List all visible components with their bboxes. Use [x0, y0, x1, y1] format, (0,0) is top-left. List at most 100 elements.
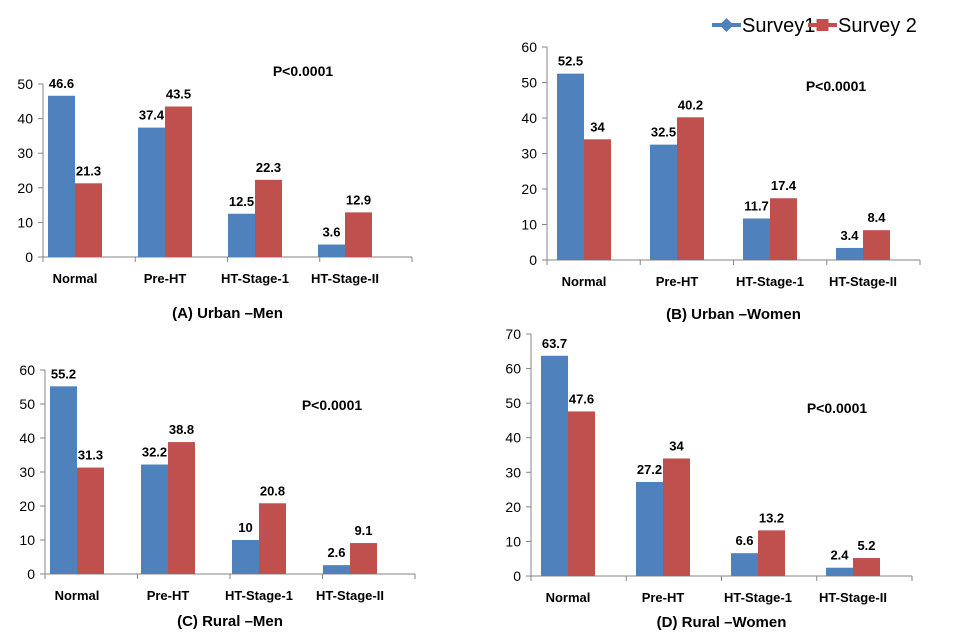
- x-category-label: Normal: [546, 590, 591, 605]
- x-category-label: Normal: [53, 271, 98, 286]
- panel-title: (B) Urban –Women: [666, 306, 801, 323]
- y-tick-label: 40: [17, 111, 33, 127]
- bar-survey-2-ht-stage-1: [770, 198, 797, 260]
- data-label-survey-2-normal: 21.3: [76, 163, 101, 178]
- data-label-survey-2-pre-ht: 38.8: [169, 422, 194, 437]
- data-label-survey-2-ht-stage-ii: 9.1: [354, 523, 372, 538]
- data-label-survey1-pre-ht: 32.2: [142, 445, 167, 460]
- bar-survey1-normal: [50, 386, 77, 574]
- y-tick-label: 40: [505, 430, 521, 446]
- bar-survey1-ht-stage-ii: [318, 244, 345, 257]
- data-label-survey-2-ht-stage-ii: 12.9: [346, 192, 371, 207]
- p-value-annotation: P<0.0001: [807, 400, 868, 416]
- bar-survey-2-normal: [584, 139, 611, 260]
- y-tick-label: 50: [19, 396, 35, 412]
- y-tick-label: 30: [17, 145, 33, 161]
- bar-survey1-pre-ht: [650, 144, 677, 260]
- bar-survey-2-pre-ht: [168, 442, 195, 574]
- bar-survey-2-ht-stage-ii: [350, 543, 377, 574]
- x-category-label: Normal: [55, 588, 100, 603]
- data-label-survey1-ht-stage-ii: 3.6: [322, 225, 340, 240]
- bar-survey1-ht-stage-1: [743, 218, 770, 260]
- bar-survey1-normal: [48, 95, 75, 257]
- x-category-label: HT-Stage-II: [829, 274, 897, 289]
- p-value-annotation: P<0.0001: [302, 397, 363, 413]
- panel-rural-women: 0 10 20 30 40 50 60 70 63.7 47.6 Normal 27.2 34 Pre-H…: [505, 326, 913, 631]
- data-label-survey1-pre-ht: 37.4: [139, 108, 165, 123]
- y-tick-label: 0: [25, 249, 33, 265]
- bar-survey1-ht-stage-1: [232, 540, 259, 574]
- bar-survey1-normal: [541, 355, 568, 576]
- legend-label-survey-2: Survey 2: [838, 15, 917, 37]
- y-tick-label: 20: [19, 498, 35, 514]
- legend-label-survey1: Survey1: [742, 15, 815, 37]
- data-label-survey1-pre-ht: 32.5: [651, 125, 676, 140]
- x-category-label: Normal: [562, 274, 607, 289]
- bar-survey-2-pre-ht: [165, 106, 192, 258]
- bar-survey-2-pre-ht: [663, 458, 690, 576]
- data-label-survey1-normal: 55.2: [51, 366, 76, 381]
- bar-survey1-normal: [557, 73, 584, 260]
- y-tick-label: 10: [17, 214, 33, 230]
- x-category-label: Pre-HT: [656, 274, 699, 289]
- y-tick-label: 30: [505, 464, 521, 480]
- panel-title: (D) Rural –Women: [657, 614, 787, 631]
- data-label-survey-2-normal: 47.6: [569, 391, 594, 406]
- bar-survey-2-ht-stage-ii: [345, 212, 372, 257]
- panel-urban-men: 0 10 20 30 40 50 46.6 21.3 Normal 37.443.5 Pre-HT 1…: [17, 63, 413, 322]
- data-label-survey1-ht-stage-ii: 3.4: [840, 228, 859, 243]
- data-label-survey1-normal: 63.7: [542, 336, 567, 351]
- data-label-survey1-normal: 46.6: [49, 76, 74, 91]
- bar-survey-2-ht-stage-1: [758, 530, 785, 576]
- data-label-survey1-ht-stage-ii: 2.6: [327, 545, 345, 560]
- bar-survey-2-normal: [77, 467, 104, 574]
- panel-urban-women: 0 10 20 30 40 50 60 52.5 34 Normal 32.540.2 Pre-HT 1…: [521, 39, 921, 323]
- data-label-survey-2-ht-stage-1: 13.2: [759, 510, 784, 525]
- y-tick-label: 60: [521, 39, 537, 55]
- data-label-survey1-ht-stage-1: 12.5: [229, 194, 254, 209]
- data-label-survey1-ht-stage-1: 10: [238, 520, 252, 535]
- bar-survey1-ht-stage-1: [731, 553, 758, 576]
- p-value-annotation: P<0.0001: [273, 63, 334, 79]
- data-label-survey-2-normal: 34: [590, 119, 605, 134]
- y-tick-label: 60: [505, 361, 521, 377]
- data-label-survey1-ht-stage-1: 11.7: [744, 198, 769, 213]
- bar-survey-2-pre-ht: [677, 117, 704, 260]
- y-tick-label: 10: [521, 217, 537, 233]
- data-label-survey-2-ht-stage-1: 17.4: [771, 178, 797, 193]
- x-category-label: HT-Stage-1: [221, 271, 289, 286]
- y-tick-label: 40: [521, 110, 537, 126]
- data-label-survey-2-pre-ht: 43.5: [166, 86, 191, 101]
- bar-survey-2-normal: [568, 411, 595, 576]
- y-tick-label: 30: [19, 464, 35, 480]
- data-label-survey1-ht-stage-1: 6.6: [735, 533, 753, 548]
- x-category-label: HT-Stage-1: [736, 274, 804, 289]
- x-category-label: Pre-HT: [147, 588, 190, 603]
- data-label-survey-2-ht-stage-1: 20.8: [260, 483, 285, 498]
- diamond-line-marker-icon: [719, 18, 734, 32]
- data-label-survey-2-ht-stage-ii: 5.2: [857, 538, 875, 553]
- x-category-label: Pre-HT: [144, 271, 187, 286]
- y-tick-label: 50: [505, 395, 521, 411]
- data-label-survey-2-ht-stage-ii: 8.4: [867, 210, 886, 225]
- panel-title: (A) Urban –Men: [172, 305, 283, 322]
- bar-survey1-ht-stage-1: [228, 213, 255, 257]
- bar-survey-2-normal: [75, 183, 102, 257]
- bar-survey-2-ht-stage-ii: [853, 558, 880, 576]
- legend: Survey1 Survey 2: [712, 15, 917, 37]
- x-category-label: HT-Stage-II: [316, 588, 384, 603]
- data-label-survey-2-pre-ht: 40.2: [678, 97, 703, 112]
- y-tick-label: 50: [521, 75, 537, 91]
- data-label-survey-2-ht-stage-1: 22.3: [256, 160, 281, 175]
- panel-rural-men: 0 10 20 30 40 50 60 55.2 31.3 Normal 32.238.8 Pre-H…: [19, 362, 416, 630]
- x-category-label: HT-Stage-II: [819, 590, 887, 605]
- y-tick-label: 10: [505, 533, 521, 549]
- y-tick-label: 10: [19, 532, 35, 548]
- x-category-label: HT-Stage-1: [724, 590, 792, 605]
- y-tick-label: 70: [505, 326, 521, 342]
- y-tick-label: 20: [505, 499, 521, 515]
- x-category-label: HT-Stage-II: [311, 271, 379, 286]
- square-line-marker-icon: [816, 19, 829, 31]
- data-label-survey1-normal: 52.5: [558, 54, 583, 69]
